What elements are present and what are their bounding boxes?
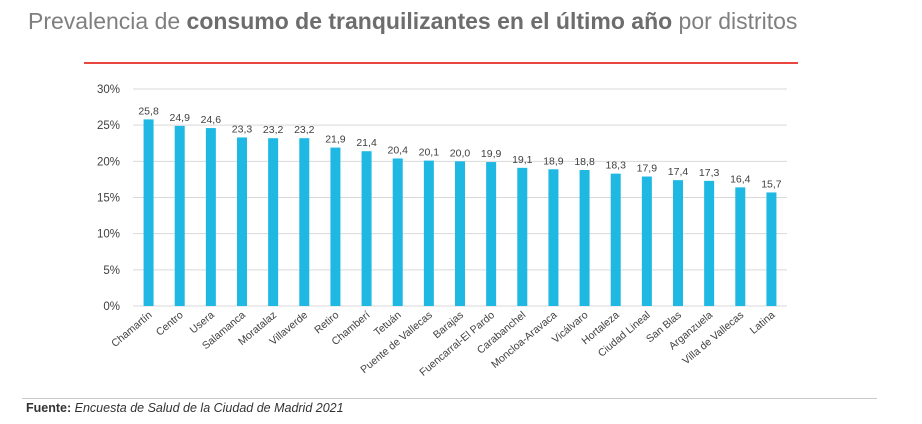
bar: [486, 162, 497, 306]
data-label: 17,4: [668, 166, 689, 178]
data-label: 20,0: [450, 147, 471, 159]
bar: [174, 125, 185, 306]
data-label: 20,1: [419, 147, 440, 159]
title-bold: consumo de tranquilizantes en el último …: [186, 8, 673, 34]
data-label: 21,4: [356, 137, 377, 149]
bar: [299, 138, 310, 306]
title-part-2: por distritos: [672, 8, 798, 34]
y-tick-label: 10%: [97, 229, 120, 241]
data-label: 15,7: [761, 178, 782, 190]
x-tick-label: Chamartín: [109, 309, 154, 350]
title-part-1: Prevalencia de: [28, 8, 187, 34]
bar: [610, 173, 621, 306]
y-tick-label: 15%: [97, 193, 120, 205]
y-tick-label: 0%: [103, 301, 120, 313]
source-label: Fuente:: [26, 401, 72, 415]
x-tick-label: Centro: [154, 309, 186, 339]
bar: [517, 167, 528, 306]
data-label: 23,2: [294, 124, 315, 136]
bar: [330, 147, 341, 306]
x-tick-label: Latina: [748, 309, 778, 337]
data-label: 18,3: [605, 160, 626, 172]
data-label: 18,9: [543, 155, 564, 167]
bar: [641, 176, 652, 306]
data-label: 21,9: [325, 134, 346, 146]
source-text: Encuesta de Salud de la Ciudad de Madrid…: [74, 401, 344, 415]
bar: [423, 160, 434, 306]
data-label: 17,9: [637, 163, 658, 175]
data-label: 19,9: [481, 148, 502, 160]
bar-chart: 0% 5% 10% 15% 20% 25% 30% 25,8 Chamartín 24,9 Cent…: [97, 84, 787, 379]
data-label: 20,4: [387, 144, 408, 156]
data-label: 24,6: [201, 114, 222, 126]
bar: [268, 138, 279, 306]
y-tick-label: 30%: [97, 84, 120, 96]
data-label: 17,3: [699, 167, 720, 179]
bar: [735, 187, 746, 306]
data-label: 23,2: [263, 124, 284, 136]
bar: [579, 170, 590, 306]
bar: [766, 192, 777, 306]
source-note: Fuente: Encuesta de Salud de la Ciudad d…: [26, 401, 344, 415]
bar: [392, 158, 403, 306]
bar: [237, 137, 247, 306]
data-label: 18,8: [574, 156, 595, 168]
data-label: 24,9: [169, 112, 190, 124]
data-label: 16,4: [730, 173, 751, 185]
data-label: 23,3: [232, 123, 253, 135]
data-label: 25,8: [138, 105, 159, 117]
y-tick-label: 25%: [97, 120, 120, 132]
source-divider: [22, 398, 877, 399]
y-tick-label: 20%: [97, 156, 120, 168]
bar: [143, 119, 154, 306]
bar: [455, 161, 465, 306]
bar: [704, 180, 715, 306]
data-label: 19,1: [512, 154, 533, 166]
bar: [205, 128, 216, 306]
y-tick-label: 5%: [103, 265, 120, 277]
title-divider: [84, 62, 798, 64]
chart-title: Prevalencia de consumo de tranquilizante…: [28, 8, 797, 35]
bar: [673, 180, 683, 306]
bar: [548, 169, 559, 306]
bar: [361, 151, 372, 306]
